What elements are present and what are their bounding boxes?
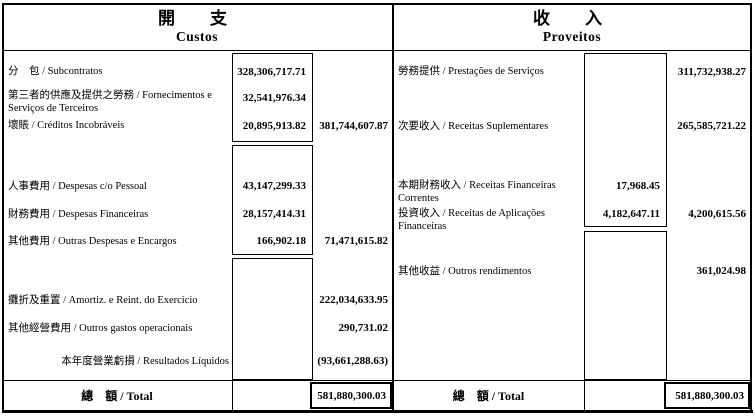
costs-title-pt: Custos (175, 29, 218, 44)
amount-cell: 43,147,299.33 (242, 180, 306, 192)
proveitos-total-box (664, 382, 750, 409)
row-label: 其他收益 / Outros rendimentos (398, 266, 532, 277)
costs-total-label: 總 額 / Total (81, 389, 153, 403)
border-right (750, 3, 752, 413)
costs-amount-box-1 (232, 53, 313, 142)
row-label: 分 包 / Subcontratos (8, 66, 103, 77)
row-label: 財務費用 / Despesas Financeiras (8, 209, 149, 220)
costs-amount-box-3 (232, 258, 313, 380)
row-label: 第三者的供應及提供之勞務 / Fornecimentos e Serviços … (8, 90, 212, 114)
proveitos-total-divider (584, 380, 585, 410)
subtotal-cell: 4,200,615.56 (688, 208, 746, 220)
subtotal-cell: 381,744,607.87 (319, 120, 388, 132)
costs-amount-box-2 (232, 145, 313, 255)
proveitos-title-zh: 收 入 (533, 9, 611, 28)
row-label: 其他經營費用 / Outros gastos operacionais (8, 323, 193, 334)
amount-cell: 166,902.18 (256, 235, 307, 247)
proveitos-total-label: 總 額 / Total (452, 389, 525, 403)
subtotal-cell: 71,471,615.82 (324, 235, 388, 247)
subtotal-cell: 265,585,721.22 (677, 120, 746, 132)
proveitos-amount-box-1 (584, 53, 667, 227)
costs-total-value: 581,880,300.03 (317, 390, 386, 402)
row-label: 本年度營業虧損 / Resultados Líquidos (61, 356, 229, 367)
amount-cell: 328,306,717.71 (237, 66, 306, 78)
amount-cell: 32,541,976.34 (242, 92, 306, 104)
subtotal-cell: (93,661,288.63) (317, 355, 388, 367)
costs-total-box (310, 382, 392, 409)
center-divider (392, 3, 394, 410)
amount-cell: 20,895,913.82 (242, 120, 306, 132)
proveitos-amount-box-2 (584, 231, 667, 380)
amount-cell: 17,968.45 (616, 180, 660, 192)
row-label: 壞賬 / Créditos Incobráveis (8, 120, 125, 131)
row-label: 其他費用 / Outras Despesas e Encargos (8, 236, 177, 247)
costs-title-zh: 開 支 (158, 9, 236, 28)
header-rule (2, 50, 752, 51)
proveitos-total-value: 581,880,300.03 (675, 390, 744, 402)
proveitos-title-pt: Proveitos (542, 29, 602, 44)
subtotal-cell: 311,732,938.27 (677, 66, 746, 78)
costs-total-divider (232, 380, 233, 410)
subtotal-cell: 361,024.98 (696, 265, 747, 277)
row-label: 勞務提供 / Prestações de Serviços (398, 66, 544, 77)
subtotal-cell: 222,034,633.95 (319, 294, 388, 306)
border-bottom (2, 410, 753, 413)
row-label: 攤折及重置 / Amortiz. e Reint. do Exercicio (8, 295, 198, 306)
border-left (2, 3, 4, 413)
row-label: 投資收入 / Receitas de Aplicações Financeira… (398, 208, 545, 232)
row-label: 次要收入 / Receitas Suplementares (398, 121, 549, 132)
row-label: 人事費用 / Despesas c/o Pessoal (8, 181, 147, 192)
proveitos-header: 收 入 Proveitos (393, 9, 751, 45)
costs-header: 開 支 Custos (2, 9, 392, 45)
border-top (2, 3, 752, 5)
total-row-rule (2, 380, 752, 381)
amount-cell: 4,182,647.11 (602, 208, 660, 220)
row-label: 本期財務收入 / Receitas Financeiras Correntes (398, 180, 556, 204)
subtotal-cell: 290,731.02 (338, 322, 389, 334)
amount-cell: 28,157,414.31 (242, 208, 306, 220)
